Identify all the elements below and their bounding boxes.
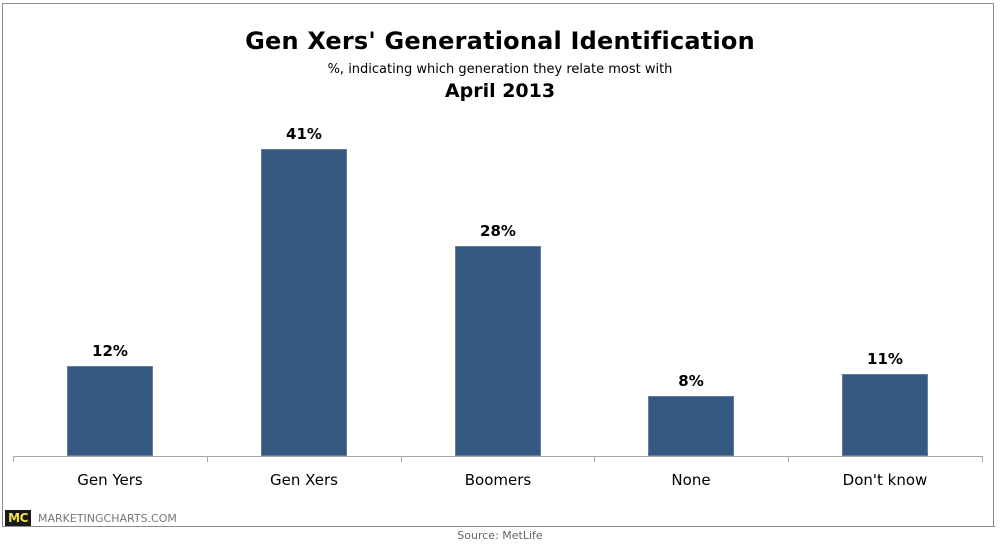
marketingcharts-logo: MC bbox=[5, 510, 31, 527]
chart-frame bbox=[2, 3, 994, 526]
brand-text: MARKETINGCHARTS.COM bbox=[38, 512, 177, 525]
bar-value-label: 12% bbox=[92, 342, 128, 360]
bar-value-label: 41% bbox=[286, 125, 322, 143]
x-axis-category-label: None bbox=[671, 471, 711, 489]
chart-subtitle: %, indicating which generation they rela… bbox=[327, 62, 673, 77]
x-axis-category-label: Boomers bbox=[464, 471, 532, 489]
bar-value-label: 11% bbox=[867, 350, 903, 368]
x-axis-tick bbox=[207, 456, 208, 462]
bar bbox=[648, 396, 734, 456]
source-note: Source: MetLife bbox=[457, 529, 543, 542]
x-axis-category-label: Gen Xers bbox=[270, 471, 338, 489]
bar bbox=[261, 149, 347, 456]
x-axis-tick bbox=[788, 456, 789, 462]
footer-divider bbox=[2, 526, 995, 527]
bar-value-label: 28% bbox=[480, 222, 516, 240]
x-axis bbox=[13, 456, 982, 457]
x-axis-tick bbox=[594, 456, 595, 462]
x-axis-tick bbox=[13, 456, 14, 462]
bar bbox=[455, 246, 541, 456]
x-axis-category-label: Gen Yers bbox=[77, 471, 143, 489]
x-axis-tick bbox=[982, 456, 983, 462]
bar bbox=[67, 366, 153, 456]
chart-date: April 2013 bbox=[444, 80, 556, 102]
bar-value-label: 8% bbox=[678, 372, 704, 390]
chart-title: Gen Xers' Generational Identification bbox=[245, 27, 755, 55]
x-axis-tick bbox=[401, 456, 402, 462]
x-axis-category-label: Don't know bbox=[842, 471, 928, 489]
bar bbox=[842, 374, 928, 456]
